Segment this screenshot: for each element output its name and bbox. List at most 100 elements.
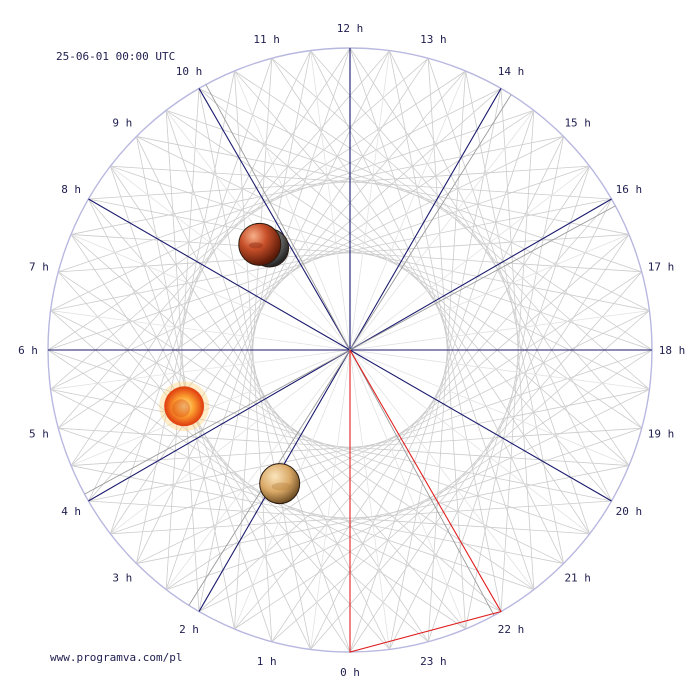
web-chord — [47, 349, 590, 535]
hour-label-15: 15 h — [564, 116, 591, 129]
string-art-web — [47, 47, 653, 653]
web-chord — [427, 58, 590, 534]
web-chord — [165, 47, 351, 590]
site-credit-link[interactable]: www.programva.com/pl — [50, 651, 183, 664]
spoke-hour-8 — [88, 198, 351, 351]
hour-label-13: 13 h — [420, 33, 447, 46]
web-guide — [234, 70, 351, 351]
web-chord — [271, 165, 590, 642]
web-chord — [234, 58, 273, 630]
web-chord — [136, 310, 650, 564]
web-chord — [70, 136, 564, 235]
sun-spot — [172, 399, 191, 418]
web-guide — [349, 310, 650, 351]
web-chord — [349, 234, 630, 653]
web-guide — [349, 349, 650, 390]
timestamp-label: 25-06-01 00:00 UTC — [56, 50, 176, 63]
mars-icon — [238, 222, 282, 266]
hour-label-0: 0 h — [340, 666, 360, 679]
web-chord — [198, 389, 650, 612]
web-chord — [50, 310, 429, 643]
web-chord — [47, 349, 466, 630]
web-chord — [349, 110, 535, 653]
web-chord — [110, 58, 273, 534]
web-chord — [88, 500, 590, 535]
web-chord — [427, 166, 590, 642]
hour-label-10: 10 h — [176, 65, 203, 78]
web-chord — [88, 389, 650, 502]
web-guide — [50, 310, 351, 351]
hour-label-12: 12 h — [337, 22, 364, 35]
web-chord — [198, 88, 630, 466]
web-chord — [427, 70, 466, 642]
web-guide — [70, 349, 351, 466]
web-chord — [47, 70, 466, 351]
web-chord — [136, 136, 390, 650]
web-chord — [166, 110, 642, 273]
hour-label-21: 21 h — [564, 572, 591, 585]
web-chord — [50, 310, 564, 564]
hour-label-7: 7 h — [29, 261, 49, 274]
web-chord — [58, 427, 630, 466]
web-chord — [500, 110, 535, 612]
hour-label-5: 5 h — [29, 427, 49, 440]
hour-label-22: 22 h — [498, 623, 525, 636]
web-chord — [349, 47, 630, 466]
web-chord — [88, 198, 466, 630]
web-guide — [349, 349, 466, 630]
web-chord — [88, 70, 466, 502]
web-chord — [136, 136, 630, 235]
web-chord — [165, 271, 642, 590]
sun-disc — [164, 386, 205, 427]
web-chord — [166, 427, 642, 590]
hour-label-20: 20 h — [616, 505, 643, 518]
web-chord — [234, 70, 273, 642]
web-guide — [349, 349, 630, 466]
spoke-hour-16 — [349, 198, 612, 351]
web-chord — [88, 165, 590, 200]
venus-band — [271, 482, 292, 491]
web-chord — [58, 110, 535, 429]
web-chord — [465, 70, 564, 564]
hour-label-17: 17 h — [648, 261, 675, 274]
web-guide — [349, 234, 630, 351]
venus-disc — [259, 463, 301, 505]
web-chord — [349, 47, 535, 590]
web-chord — [50, 389, 612, 502]
web-chord — [50, 136, 564, 390]
web-chord — [271, 58, 590, 535]
web-guide — [110, 349, 351, 535]
web-chord — [70, 234, 502, 612]
web-guide — [310, 50, 351, 351]
hour-label-8: 8 h — [61, 183, 81, 196]
web-guide — [310, 349, 351, 650]
web-chord — [389, 50, 502, 612]
web-chord — [165, 110, 642, 429]
web-chord — [70, 88, 502, 466]
hour-label-16: 16 h — [616, 183, 643, 196]
web-guide — [349, 349, 390, 650]
web-chord — [70, 47, 351, 466]
web-chord — [198, 234, 630, 612]
web-guide — [165, 349, 351, 590]
web-chord — [88, 198, 650, 311]
hour-label-23: 23 h — [420, 655, 447, 668]
web-chord — [110, 58, 429, 535]
web-guide — [349, 110, 535, 351]
hour-label-11: 11 h — [253, 33, 280, 46]
web-guide — [349, 165, 590, 351]
web-chord — [389, 88, 502, 650]
web-chord — [165, 88, 200, 590]
web-chord — [165, 110, 200, 612]
web-chord — [70, 234, 351, 653]
web-guide — [349, 70, 466, 351]
web-chord — [70, 465, 564, 564]
web-chord — [110, 165, 429, 642]
spoke-hour-14 — [349, 88, 502, 351]
web-chord — [234, 70, 612, 502]
web-chord — [110, 165, 653, 351]
mars-disc — [238, 222, 282, 266]
web-chord — [165, 110, 351, 653]
web-chord — [58, 271, 535, 590]
